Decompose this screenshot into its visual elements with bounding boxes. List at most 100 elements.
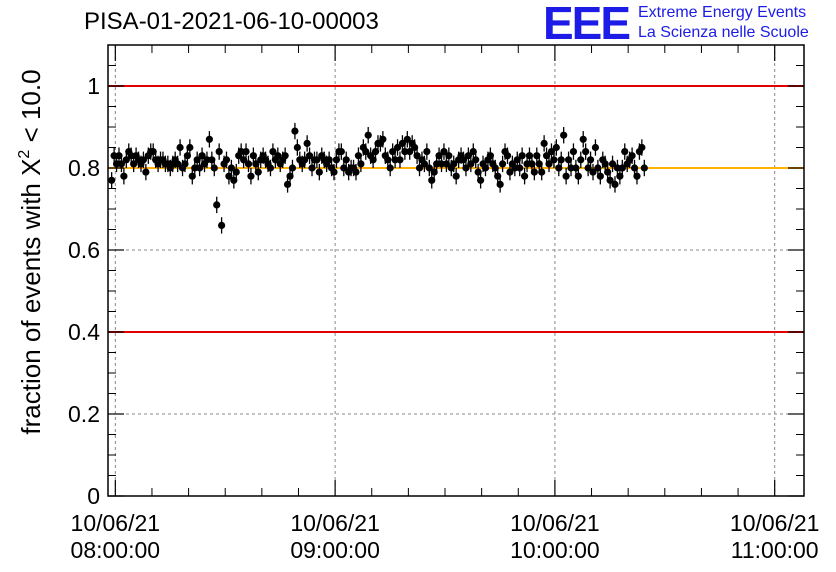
marker	[352, 168, 360, 176]
marker	[210, 164, 218, 172]
marker	[586, 156, 595, 164]
marker	[498, 160, 507, 168]
data-point	[342, 151, 350, 168]
data-point	[550, 151, 558, 168]
marker	[516, 164, 524, 172]
marker	[281, 152, 289, 160]
marker	[186, 143, 194, 152]
x-tick-label-date: 10/06/21	[730, 510, 820, 536]
marker	[301, 156, 309, 164]
data-point	[337, 143, 345, 160]
data-point	[303, 135, 311, 152]
marker	[386, 164, 394, 172]
marker	[562, 172, 570, 180]
marker	[254, 168, 262, 176]
data-point	[254, 163, 262, 181]
marker	[303, 139, 311, 147]
marker	[305, 152, 314, 160]
y-axis-label-sup: 2	[16, 150, 33, 159]
marker	[618, 164, 626, 172]
marker	[606, 176, 614, 184]
data-point	[196, 159, 204, 177]
marker	[413, 152, 421, 160]
data-point	[174, 155, 182, 173]
marker	[574, 172, 582, 180]
marker	[142, 168, 150, 176]
marker	[450, 160, 458, 168]
data-point	[452, 168, 460, 185]
marker	[420, 160, 429, 168]
x-tick-label-date: 10/06/21	[71, 510, 161, 536]
data-point	[638, 139, 646, 156]
data-point	[313, 151, 321, 168]
marker	[550, 156, 558, 164]
data-point	[396, 151, 404, 168]
data-point	[579, 131, 587, 148]
marker	[218, 221, 226, 229]
data-point	[582, 143, 590, 160]
data-point	[266, 159, 275, 177]
data-point	[530, 163, 538, 181]
data-point	[467, 155, 475, 173]
x-tick-label-time: 10:00:00	[510, 537, 600, 563]
marker	[530, 168, 538, 176]
marker	[242, 148, 250, 156]
marker	[215, 148, 223, 156]
marker	[640, 164, 648, 172]
marker	[540, 139, 548, 147]
data-point	[247, 168, 255, 185]
data-point	[538, 163, 546, 181]
marker	[596, 172, 604, 180]
marker	[440, 148, 448, 156]
data-point	[477, 172, 485, 189]
marker	[247, 172, 255, 180]
data-point	[403, 131, 411, 148]
data-point	[574, 168, 582, 185]
data-point	[242, 143, 250, 160]
data-point	[472, 151, 480, 168]
marker	[445, 152, 453, 160]
marker	[196, 164, 204, 172]
marker	[330, 168, 338, 176]
x-tick-label-date: 10/06/21	[510, 510, 600, 536]
marker	[291, 127, 299, 135]
data-point	[445, 147, 453, 164]
y-tick-label: 0	[87, 483, 100, 509]
marker	[213, 201, 221, 209]
data-points	[108, 122, 648, 234]
marker	[477, 176, 485, 184]
marker	[608, 160, 617, 168]
data-point	[293, 139, 301, 156]
data-point	[315, 163, 323, 181]
x-tick-label-time: 08:00:00	[71, 537, 161, 563]
marker	[638, 143, 646, 152]
marker	[337, 148, 345, 156]
data-point	[498, 155, 507, 173]
marker	[518, 152, 526, 160]
y-axis-label: fraction of events with X2 < 10.0	[16, 69, 46, 434]
marker	[288, 164, 297, 172]
data-point	[413, 147, 421, 164]
marker	[396, 156, 404, 164]
marker	[628, 152, 636, 160]
data-point	[516, 159, 524, 177]
data-point	[232, 163, 240, 181]
data-point	[222, 151, 231, 168]
data-point	[591, 139, 600, 156]
marker	[293, 143, 301, 152]
data-point	[420, 155, 429, 173]
data-point	[589, 163, 597, 181]
marker	[569, 148, 578, 156]
reference-lines	[108, 85, 804, 333]
y-axis-label-tail: < 10.0	[16, 69, 46, 149]
data-point	[288, 159, 297, 177]
marker	[425, 164, 433, 172]
data-point	[291, 122, 299, 140]
marker	[362, 148, 370, 156]
data-point	[503, 147, 512, 164]
marker	[176, 143, 184, 152]
data-point	[142, 163, 150, 181]
marker	[357, 160, 365, 168]
data-point	[606, 172, 614, 189]
marker	[577, 156, 585, 164]
